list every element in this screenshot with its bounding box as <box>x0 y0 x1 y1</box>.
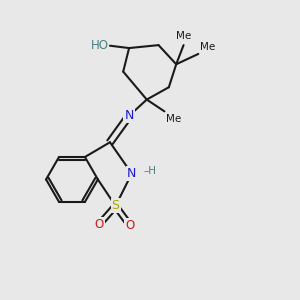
Text: Me: Me <box>176 31 191 41</box>
Text: N: N <box>124 109 134 122</box>
Text: O: O <box>125 219 134 232</box>
Text: O: O <box>95 218 104 231</box>
Text: –H: –H <box>143 166 157 176</box>
Text: N: N <box>127 167 136 180</box>
Text: Me: Me <box>200 43 215 52</box>
Text: S: S <box>112 200 119 212</box>
Text: HO: HO <box>91 39 109 52</box>
Text: Me: Me <box>166 114 181 124</box>
